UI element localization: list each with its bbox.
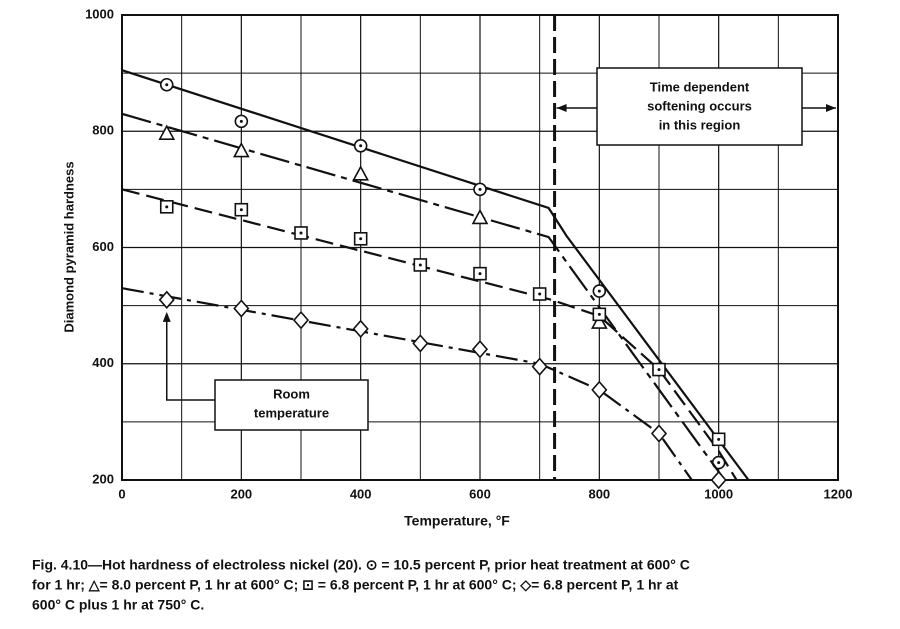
data-point xyxy=(473,182,487,197)
marker-dot xyxy=(359,144,363,148)
y-axis-title: Diamond pyramid hardness xyxy=(61,161,76,332)
data-point xyxy=(159,200,174,214)
y-tick-label: 600 xyxy=(92,239,114,254)
marker-dot xyxy=(597,289,601,293)
marker-dot xyxy=(478,187,482,191)
data-point xyxy=(652,362,666,377)
arrowhead xyxy=(556,104,567,112)
data-point xyxy=(353,231,368,246)
y-tick-label: 400 xyxy=(92,355,114,370)
marker-dot xyxy=(165,205,169,209)
data-point xyxy=(158,124,176,140)
data-point xyxy=(413,258,428,272)
data-point xyxy=(234,202,249,217)
x-tick-label: 600 xyxy=(469,486,491,501)
annotation-text: softening occurs xyxy=(647,98,752,113)
marker-shape xyxy=(292,310,310,330)
marker-dot xyxy=(418,263,422,267)
y-tick-label: 800 xyxy=(92,123,114,138)
annotation-box xyxy=(596,67,803,146)
x-tick-label: 0 xyxy=(118,486,125,501)
data-point xyxy=(531,357,548,376)
annotation-text: temperature xyxy=(254,405,329,420)
data-point xyxy=(294,226,308,240)
x-tick-label: 200 xyxy=(230,486,252,501)
x-tick-label: 1000 xyxy=(704,486,733,501)
caption-line: Fig. 4.10—Hot hardness of electroless ni… xyxy=(32,557,690,573)
data-point xyxy=(532,287,547,301)
data-point xyxy=(471,340,489,359)
y-tick-label: 1000 xyxy=(85,6,114,21)
data-point xyxy=(412,334,429,353)
data-point xyxy=(711,432,726,447)
marker-shape xyxy=(710,470,727,490)
marker-shape xyxy=(471,208,489,225)
data-point xyxy=(234,114,249,129)
marker-shape xyxy=(158,290,175,310)
marker-shape xyxy=(158,124,176,140)
plot-frame xyxy=(121,14,839,481)
marker-shape xyxy=(232,141,250,158)
annotation-arrow xyxy=(166,317,215,401)
annotation-text: Room xyxy=(273,386,310,401)
marker-dot xyxy=(299,231,303,235)
data-point xyxy=(352,319,369,339)
data-point xyxy=(592,284,607,298)
annotation-text: Time dependent xyxy=(650,79,750,94)
fit-curve xyxy=(122,188,738,480)
data-point xyxy=(473,266,487,281)
caption-line: for 1 hr; △= 8.0 percent P, 1 hr at 600°… xyxy=(32,577,679,593)
marker-shape xyxy=(233,299,250,318)
caption-line: 600° C plus 1 hr at 750° C. xyxy=(32,597,204,613)
x-tick-label: 800 xyxy=(588,486,610,501)
data-point xyxy=(352,165,370,181)
arrowhead xyxy=(826,104,836,112)
marker-dot xyxy=(239,119,243,123)
data-point xyxy=(158,290,175,310)
marker-shape xyxy=(650,424,668,443)
data-point xyxy=(592,307,607,322)
x-tick-label: 1200 xyxy=(824,486,853,501)
marker-shape xyxy=(352,165,370,181)
marker-dot xyxy=(239,208,243,212)
marker-shape xyxy=(471,340,489,359)
data-point xyxy=(353,138,368,153)
data-point xyxy=(650,424,668,443)
fit-curve xyxy=(122,287,693,480)
data-point xyxy=(591,380,608,400)
marker-dot xyxy=(165,83,169,87)
marker-shape xyxy=(412,334,429,353)
fit-curve xyxy=(122,112,726,480)
annotation-box xyxy=(214,379,369,431)
marker-dot xyxy=(717,437,721,441)
marker-shape xyxy=(591,380,608,400)
data-point xyxy=(232,141,250,158)
annotation-text: in this region xyxy=(659,117,741,132)
marker-dot xyxy=(597,312,601,316)
x-tick-label: 400 xyxy=(350,486,372,501)
x-axis-title: Temperature, °F xyxy=(404,513,510,529)
marker-dot xyxy=(717,461,721,465)
data-point xyxy=(471,208,489,225)
arrowhead xyxy=(162,311,171,322)
data-point xyxy=(590,313,608,329)
marker-dot xyxy=(657,368,661,372)
marker-dot xyxy=(359,237,363,241)
marker-shape xyxy=(352,319,369,339)
y-tick-label: 200 xyxy=(92,471,114,486)
data-point xyxy=(233,299,250,318)
marker-shape xyxy=(590,313,608,329)
data-point xyxy=(710,470,727,490)
data-point xyxy=(159,77,174,92)
marker-shape xyxy=(531,357,548,376)
marker-dot xyxy=(538,292,542,296)
marker-dot xyxy=(478,272,482,276)
data-point xyxy=(292,310,310,330)
fit-curve xyxy=(122,69,750,480)
